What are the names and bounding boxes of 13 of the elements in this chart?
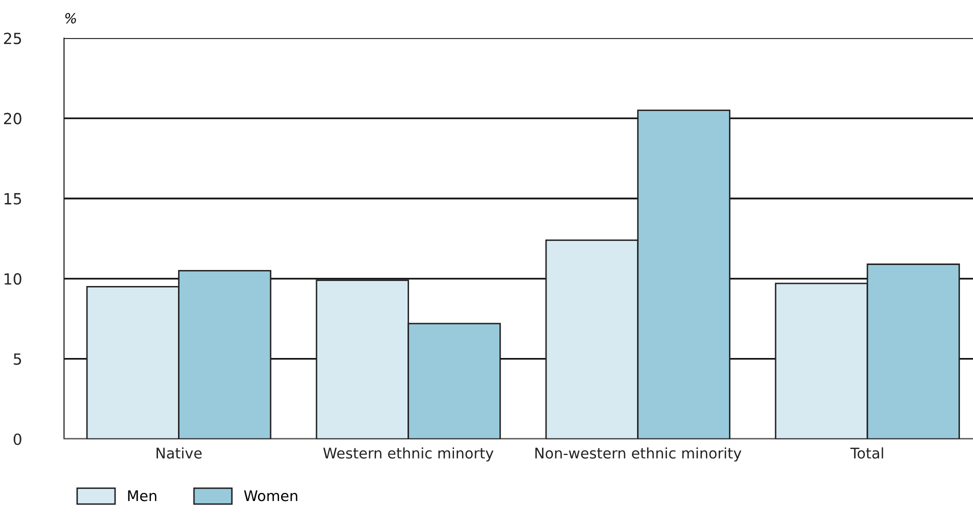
x-tick-label: Total <box>850 447 884 459</box>
y-tick-label: 0 <box>14 433 22 446</box>
legend-label: Women <box>244 490 298 502</box>
x-tick-label: Native <box>156 447 202 459</box>
x-tick-label: Non-western ethnic minority <box>535 447 742 462</box>
y-tick-label: 15 <box>4 193 22 205</box>
y-axis-title: % <box>65 12 76 24</box>
y-tick-label: 10 <box>4 273 22 285</box>
y-tick-label: 25 <box>4 32 22 44</box>
y-tick-label: 20 <box>4 112 22 124</box>
y-tick-label: 5 <box>14 354 22 365</box>
legend-label: Men <box>128 490 156 502</box>
x-tick-label: Western ethnic minorty <box>323 447 494 462</box>
